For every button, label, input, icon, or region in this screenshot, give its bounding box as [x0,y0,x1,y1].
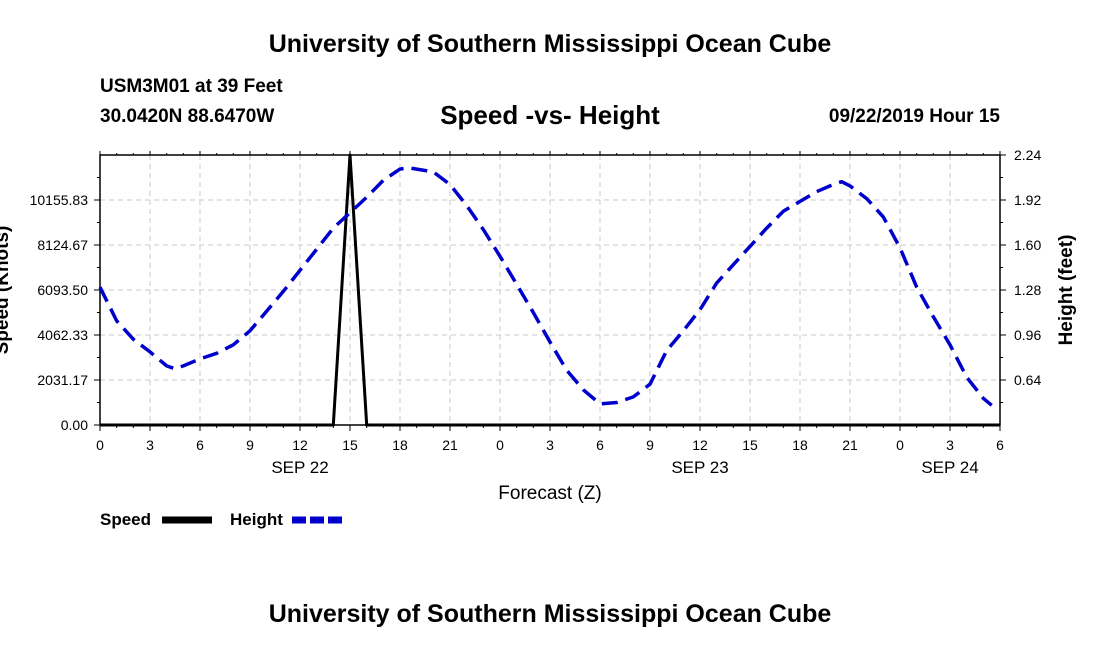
x-tick-label: 18 [792,437,808,453]
footer-title: University of Southern Mississippi Ocean… [268,600,832,628]
page-title: University of Southern Mississippi Ocean… [268,30,832,58]
x-tick-label: 12 [292,437,308,453]
x-date-label: SEP 24 [921,458,978,477]
y-right-axis-title: Height (feet) [1056,235,1077,346]
station-label: USM3M01 at 39 Feet [100,76,283,97]
x-tick-label: 6 [196,437,204,453]
x-axis-title: Forecast (Z) [498,483,601,504]
forecast-datetime: 09/22/2019 Hour 15 [828,106,1000,127]
y-left-tick-label: 6093.50 [37,282,88,298]
legend-speed-label: Speed [100,510,152,529]
x-tick-label: 9 [646,437,654,453]
x-tick-label: 18 [392,437,408,453]
x-tick-label: 6 [996,437,1004,453]
y-left-tick-label: 0.00 [61,417,88,433]
y-left-tick-label: 2031.17 [37,372,88,388]
x-tick-label: 21 [842,437,858,453]
x-tick-label: 15 [342,437,358,453]
x-tick-label: 0 [896,437,904,453]
y-left-tick-label: 8124.67 [37,237,88,253]
legend-height-label: Height [230,510,283,529]
x-tick-label: 15 [742,437,758,453]
y-right-tick-label: 2.24 [1014,147,1041,163]
x-tick-label: 6 [596,437,604,453]
y-left-tick-label: 10155.83 [30,192,89,208]
y-left-tick-label: 4062.33 [37,327,88,343]
y-left-axis-title: Speed (Knots) [0,226,13,355]
x-tick-label: 3 [546,437,554,453]
chart-subtitle: Speed -vs- Height [440,100,660,130]
x-tick-label: 3 [946,437,954,453]
y-right-tick-label: 0.64 [1014,372,1041,388]
x-date-label: SEP 23 [671,458,728,477]
x-tick-label: 21 [442,437,458,453]
y-right-tick-label: 1.28 [1014,282,1041,298]
x-tick-label: 0 [496,437,504,453]
series-line-speed [100,153,1000,427]
x-tick-label: 9 [246,437,254,453]
coordinates-label: 30.0420N 88.6470W [100,106,275,127]
x-date-label: SEP 22 [271,458,328,477]
y-right-tick-label: 1.92 [1014,192,1041,208]
x-tick-label: 0 [96,437,104,453]
y-right-tick-label: 0.96 [1014,327,1041,343]
series-line-height [98,165,993,407]
x-tick-label: 3 [146,437,154,453]
y-right-tick-label: 1.60 [1014,237,1041,253]
x-tick-label: 12 [692,437,708,453]
